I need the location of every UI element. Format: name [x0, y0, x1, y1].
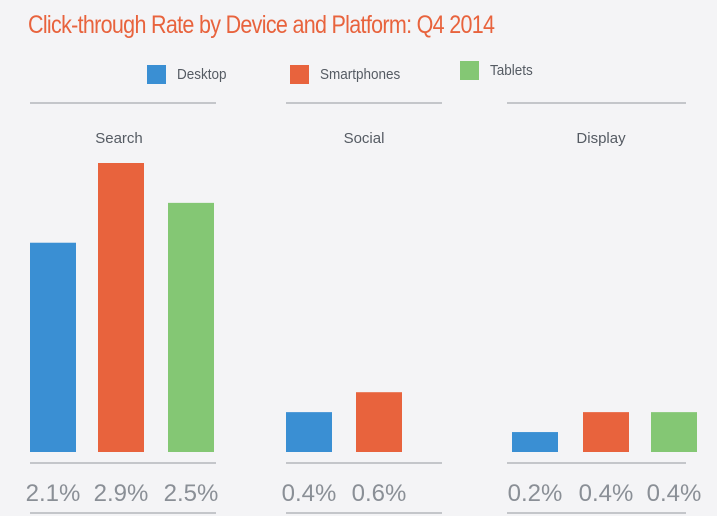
legend-label-tablets: Tablets	[490, 61, 533, 79]
bar-display-smartphones	[583, 412, 629, 452]
panel-label-display: Display	[576, 130, 626, 147]
legend-swatch-tablets	[460, 60, 479, 80]
panel-search: Search 2.1% 2.9% 2.5%	[26, 130, 219, 514]
value-label-search-smartphones: 2.9%	[94, 480, 149, 507]
panel-display: Display 0.2% 0.4% 0.4%	[507, 130, 702, 514]
legend-swatch-desktop	[147, 64, 166, 84]
value-label-display-tablets: 0.4%	[647, 480, 702, 507]
panel-social: Social 0.4% 0.6%	[282, 130, 442, 514]
value-label-search-tablets: 2.5%	[164, 480, 219, 507]
bar-social-smartphones	[356, 392, 402, 452]
bar-display-desktop	[512, 432, 558, 452]
value-label-social-desktop: 0.4%	[282, 480, 337, 507]
legend-item-desktop: Desktop	[147, 62, 232, 86]
legend-item-smartphones: Smartphones	[290, 62, 409, 86]
panel-label-search: Search	[95, 130, 143, 147]
legend-swatch-smartphones	[290, 64, 309, 84]
bar-social-desktop	[286, 412, 332, 452]
chart-title: Click-through Rate by Device and Platfor…	[28, 11, 495, 39]
legend-item-tablets: Tablets	[460, 58, 538, 82]
bar-display-tablets	[651, 412, 697, 452]
value-label-display-desktop: 0.2%	[508, 480, 563, 507]
value-label-search-desktop: 2.1%	[26, 480, 81, 507]
panel-label-social: Social	[344, 130, 385, 147]
value-label-display-smartphones: 0.4%	[579, 480, 634, 507]
bar-search-desktop	[30, 242, 76, 452]
legend-label-desktop: Desktop	[177, 65, 227, 83]
value-label-social-smartphones: 0.6%	[352, 480, 407, 507]
legend-label-smartphones: Smartphones	[320, 65, 401, 83]
bar-search-smartphones	[98, 163, 144, 452]
bar-search-tablets	[168, 202, 214, 452]
